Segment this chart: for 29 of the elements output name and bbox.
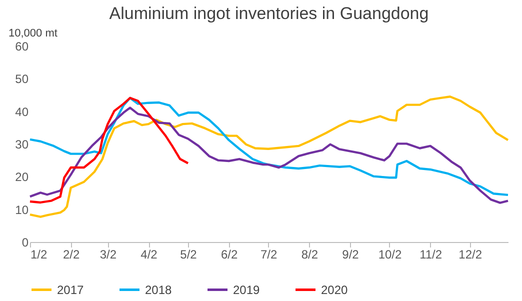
line-series [28,96,510,196]
x-tick-label: 4/2 [140,248,158,262]
x-tick-label: 3/2 [100,248,117,262]
y-tick-label: 40 [15,104,29,119]
x-tick-label: 6/2 [220,248,238,262]
chart-title: Aluminium ingot inventories in Guangdong [109,4,429,23]
y-tick-label: 50 [15,72,29,86]
y-axis-title: 10,000 mt [8,28,58,40]
x-tick-label: 11/2 [420,248,442,262]
y-tick-label: 30 [15,138,29,152]
line-series [28,96,510,218]
x-tick-label: 9/2 [342,248,360,262]
y-tick-label: 60 [15,40,29,54]
x-tick-label: 5/2 [180,248,198,262]
x-tick-label: 1/2 [30,248,48,262]
x-tick-label: 7/2 [260,248,278,262]
line-series [28,96,190,204]
legend-label: 2020 [321,282,348,297]
legend-label: 2018 [145,282,172,297]
x-tick-label: 8/2 [301,248,318,262]
y-tick-label: 20 [15,170,29,184]
y-tick-label: 0 [22,236,29,250]
legend-label: 2017 [57,282,84,297]
x-tick-label: 2/2 [62,248,80,262]
line-series [28,106,510,204]
legend-label: 2019 [233,282,260,297]
x-tick-label: 12/2 [458,248,482,262]
y-tick-label: 10 [15,202,29,217]
x-tick-label: 10/2 [378,248,402,262]
